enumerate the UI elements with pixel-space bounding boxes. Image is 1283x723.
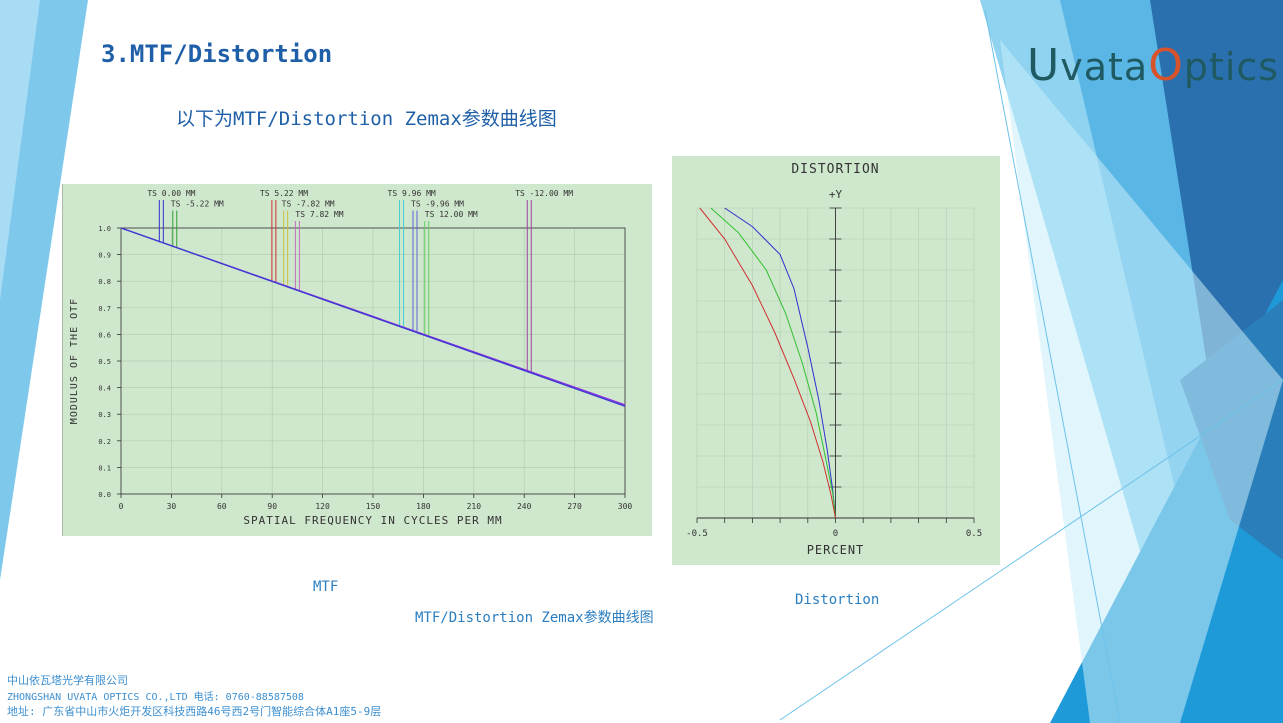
caption-combined: MTF/Distortion Zemax参数曲线图	[415, 610, 654, 626]
field-label: TS 7.82 MM	[295, 210, 343, 219]
logo-text-1: vata	[1060, 45, 1149, 89]
x-tick-label: 120	[315, 502, 330, 511]
logo-letter-u: U	[1027, 40, 1061, 91]
mtf-series-line	[120, 227, 626, 407]
x-tick-label: 30	[167, 502, 177, 511]
y-tick-label: 0.6	[98, 331, 111, 339]
mtf-chart-panel: 0 30 60 90 120 150 180 210 240 270 300 0.0 0.1 0.2 0.3…	[61, 184, 652, 536]
logo-letter-o: O	[1148, 40, 1184, 91]
company-logo: UvataOptics	[1027, 40, 1279, 91]
distortion-series-line	[710, 207, 836, 519]
x-tick-label: 60	[217, 502, 227, 511]
x-tick-label: 0	[833, 529, 838, 539]
y-tick-label: 1.0	[98, 225, 111, 233]
y-tick-label: 0.2	[98, 438, 111, 446]
field-label: TS 12.00 MM	[425, 210, 478, 219]
x-tick-label: 240	[517, 502, 532, 511]
y-tick-label: 0.5	[98, 358, 111, 366]
y-tick-label: 0.1	[98, 464, 111, 472]
field-label: TS 0.00 MM	[147, 189, 195, 198]
field-label: TS -7.82 MM	[282, 200, 335, 209]
x-tick-label: -0.5	[686, 529, 708, 539]
y-axis-label: MODULUS OF THE OTF	[69, 298, 80, 424]
distortion-chart: -0.5 0 0.5 DISTORTION +Y PERCENT	[686, 162, 982, 557]
chart-title: DISTORTION	[791, 162, 879, 177]
plot-frame	[120, 227, 626, 495]
caption-mtf: MTF	[313, 579, 339, 595]
y-tick-label: 0.7	[98, 305, 111, 313]
field-label: TS -12.00 MM	[515, 189, 573, 198]
y-tick-label: 0.4	[98, 385, 111, 393]
caption-distortion: Distortion	[795, 592, 880, 608]
page-subtitle: 以下为MTF/Distortion Zemax参数曲线图	[176, 108, 557, 130]
logo-text-2: ptics	[1183, 45, 1280, 89]
distortion-series-line	[724, 207, 836, 519]
x-tick-label: 0	[119, 502, 124, 511]
field-label: TS 9.96 MM	[388, 189, 436, 198]
x-tick-label: 150	[366, 502, 381, 511]
x-tick-label: 210	[467, 502, 482, 511]
y-tick-label: 0.3	[98, 411, 111, 419]
footer-address: 地址: 广东省中山市火炬开发区科技西路46号西2号门智能综合体A1座5-9层	[7, 705, 382, 718]
y-tick-label: 0.9	[98, 252, 111, 260]
x-tick-label: 180	[416, 502, 431, 511]
x-tick-label: 270	[567, 502, 582, 511]
x-tick-label: 90	[267, 502, 277, 511]
x-tick-label: 0.5	[966, 529, 982, 539]
mtf-chart: 0 30 60 90 120 150 180 210 240 270 300 0.0 0.1 0.2 0.3…	[61, 184, 633, 536]
distortion-chart-panel: -0.5 0 0.5 DISTORTION +Y PERCENT	[672, 156, 1000, 565]
field-label: TS 5.22 MM	[260, 189, 308, 198]
page-title: 3.MTF/Distortion	[101, 40, 333, 68]
y-tick-label: 0.0	[98, 491, 111, 499]
footer-company-en-phone: ZHONGSHAN UVATA OPTICS CO.,LTD 电话: 0760-…	[7, 692, 304, 703]
x-axis-label: PERCENT	[807, 543, 865, 557]
distortion-series-line	[699, 207, 836, 519]
x-tick-label: 300	[618, 502, 633, 511]
x-axis-label: SPATIAL FREQUENCY IN CYCLES PER MM	[243, 514, 502, 527]
field-label: TS -9.96 MM	[411, 200, 464, 209]
field-label: TS -5.22 MM	[171, 200, 224, 209]
footer-company-cn: 中山依瓦塔光学有限公司	[7, 674, 128, 687]
y-tick-label: 0.8	[98, 278, 111, 286]
y-axis-label: +Y	[829, 188, 843, 201]
